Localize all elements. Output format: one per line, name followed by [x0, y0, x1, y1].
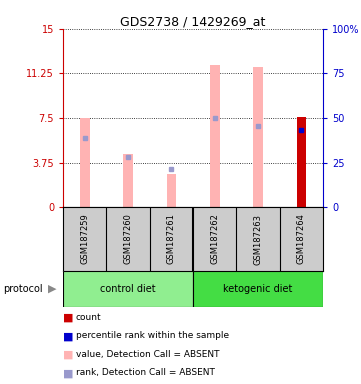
- Text: percentile rank within the sample: percentile rank within the sample: [76, 331, 229, 340]
- Bar: [167, 174, 176, 207]
- Text: GSM187262: GSM187262: [210, 214, 219, 265]
- Text: GSM187259: GSM187259: [81, 214, 89, 265]
- Text: control diet: control diet: [100, 284, 156, 294]
- Text: value, Detection Call = ABSENT: value, Detection Call = ABSENT: [76, 350, 219, 359]
- Text: ■: ■: [63, 350, 74, 360]
- Bar: [80, 118, 90, 207]
- Bar: [210, 65, 219, 207]
- Text: ■: ■: [63, 331, 74, 341]
- Bar: [193, 271, 323, 307]
- Title: GDS2738 / 1429269_at: GDS2738 / 1429269_at: [121, 15, 266, 28]
- Text: ■: ■: [63, 313, 74, 323]
- Text: GSM187261: GSM187261: [167, 214, 176, 265]
- Text: GSM187264: GSM187264: [297, 214, 306, 265]
- Bar: [63, 271, 193, 307]
- Text: ▶: ▶: [48, 284, 57, 294]
- Text: GSM187263: GSM187263: [254, 214, 262, 265]
- Text: ■: ■: [63, 368, 74, 378]
- Bar: [297, 117, 306, 207]
- Text: rank, Detection Call = ABSENT: rank, Detection Call = ABSENT: [76, 368, 215, 377]
- Bar: [297, 117, 306, 207]
- Text: protocol: protocol: [4, 284, 43, 294]
- Text: GSM187260: GSM187260: [124, 214, 132, 265]
- Bar: [253, 67, 263, 207]
- Text: ketogenic diet: ketogenic diet: [223, 284, 293, 294]
- Bar: [123, 154, 133, 207]
- Text: count: count: [76, 313, 101, 322]
